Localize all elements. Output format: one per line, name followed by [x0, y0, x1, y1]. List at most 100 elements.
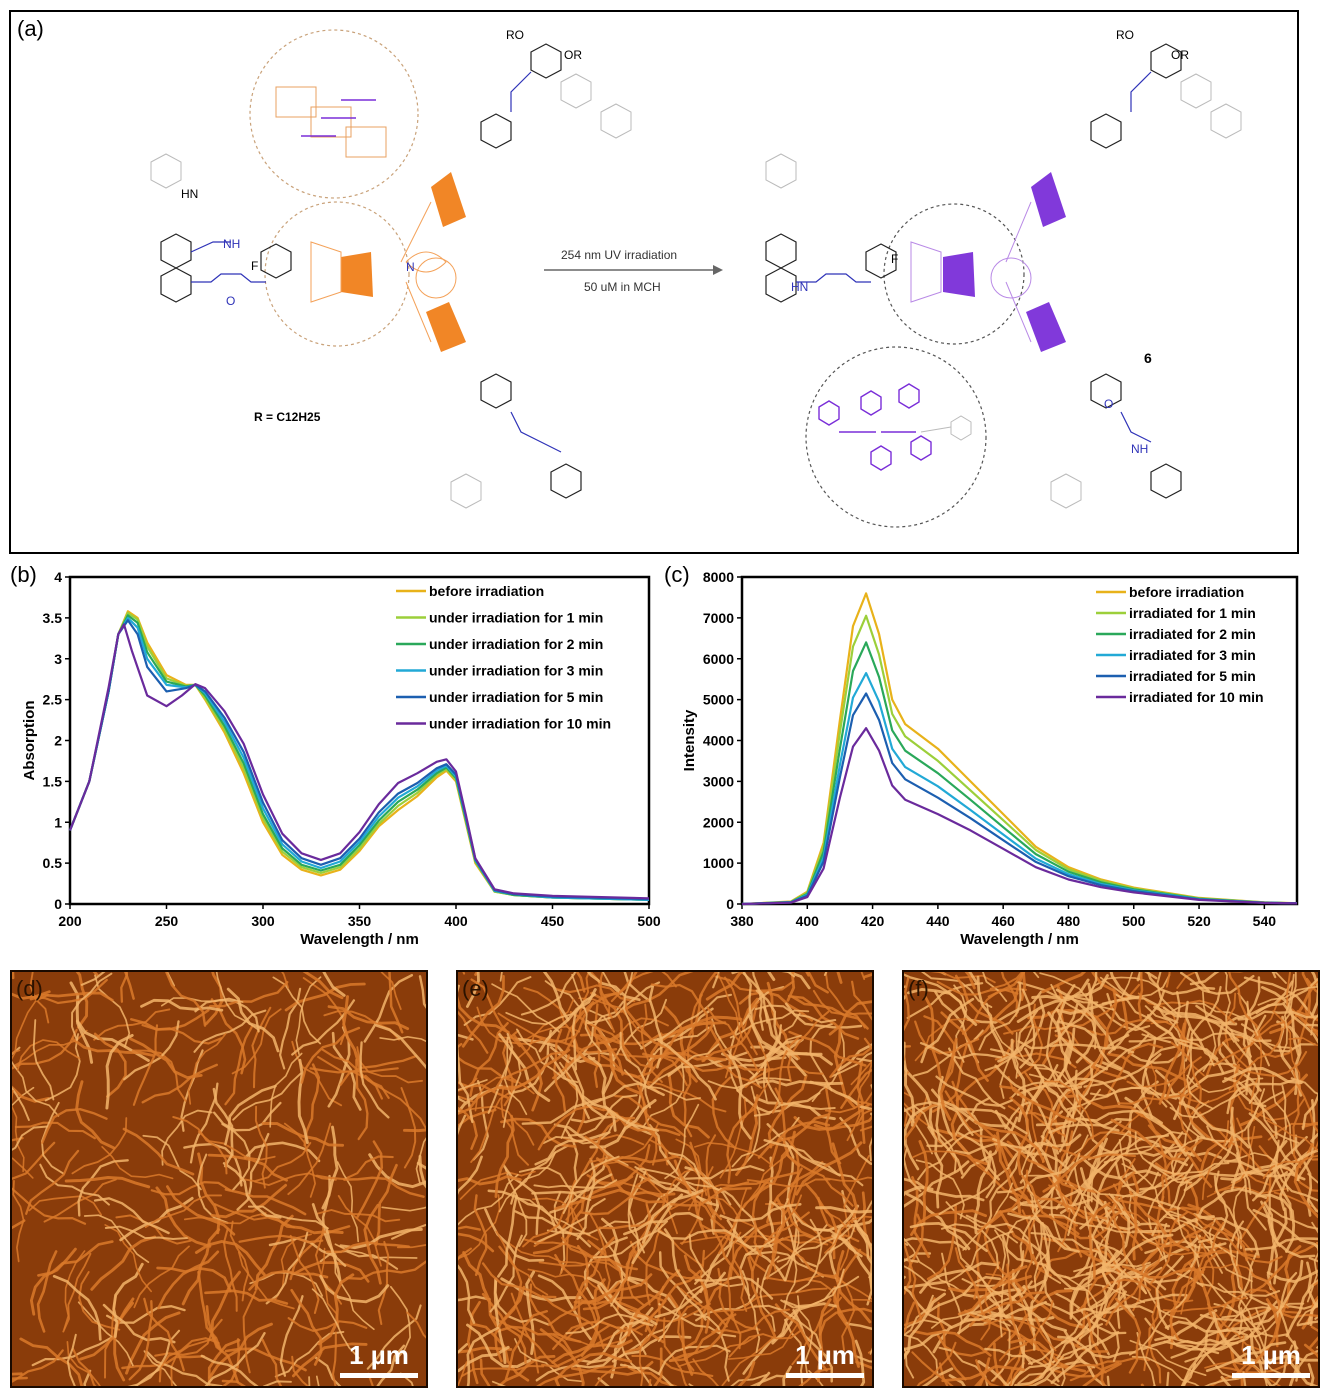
x-tick-label: 450 [541, 913, 565, 929]
afm-fiber [994, 1064, 1050, 1130]
afm-fiber [549, 1053, 606, 1119]
afm-fiber [1047, 1077, 1121, 1106]
afm-fiber [987, 972, 1026, 999]
series-line [68, 611, 650, 901]
afm-fiber [935, 1096, 964, 1175]
afm-fiber [919, 1041, 1003, 1060]
afm-fiber [32, 1019, 55, 1101]
afm-fiber [904, 1265, 947, 1292]
afm-fiber [1058, 1069, 1079, 1153]
legend-label: before irradiation [429, 583, 544, 599]
afm-fiber [1309, 1241, 1318, 1327]
afm-fiber [380, 972, 402, 1010]
afm-fiber [669, 1181, 750, 1211]
afm-fiber [1042, 1134, 1108, 1193]
afm-fiber [719, 1098, 747, 1179]
afm-fiber [724, 1000, 760, 1079]
scale-bar: 1 µm [786, 1340, 864, 1378]
afm-fiber [520, 972, 577, 1016]
afm-fiber [1106, 1247, 1123, 1329]
afm-fiber [542, 972, 570, 1022]
afm-fiber [954, 1247, 992, 1325]
afm-fiber [663, 1228, 703, 1304]
afm-fiber [72, 1348, 97, 1386]
afm-fiber [1240, 1307, 1286, 1377]
afm-fiber [1252, 1208, 1318, 1250]
afm-fiber [642, 1051, 727, 1062]
afm-fiber [494, 1114, 515, 1198]
afm-fiber [406, 1311, 426, 1339]
arrow-condition-top: 254 nm UV irradiation [561, 248, 678, 262]
scale-bar-line [1232, 1373, 1310, 1378]
afm-fiber [458, 1264, 476, 1324]
afm-fiber [657, 1344, 731, 1375]
series-line [741, 727, 1298, 906]
series-line [68, 610, 650, 901]
legend-label: under irradiation for 10 min [429, 716, 611, 732]
afm-fiber [746, 1178, 831, 1188]
afm-fiber [552, 1320, 627, 1351]
afm-texture [904, 972, 1318, 1386]
afm-fiber [311, 1203, 342, 1284]
series-line [741, 671, 1298, 906]
afm-fiber [571, 973, 602, 1053]
afm-fiber [1286, 972, 1291, 1009]
r-group-definition: R = C12H25 [254, 410, 321, 424]
afm-fiber [1140, 1036, 1157, 1120]
afm-fiber [1163, 1062, 1237, 1098]
afm-fiber [571, 993, 597, 1071]
afm-fiber [498, 1151, 557, 1213]
afm-fiber [599, 972, 613, 1019]
afm-fiber [927, 1125, 944, 1209]
afm-fiber [291, 1355, 310, 1386]
afm-fiber [1048, 1117, 1132, 1134]
afm-fiber [764, 1240, 839, 1278]
legend-label: irradiated for 10 min [1129, 689, 1264, 705]
afm-fiber [16, 1039, 81, 1072]
afm-fiber [287, 1122, 332, 1196]
x-tick-label: 540 [1253, 913, 1277, 929]
afm-fiber [29, 1247, 77, 1316]
afm-fiber [641, 1189, 704, 1244]
x-tick-label: 200 [58, 913, 82, 929]
afm-fiber [1288, 1037, 1318, 1047]
afm-fiber [212, 1087, 234, 1168]
afm-fiber [798, 1367, 832, 1386]
afm-fiber [75, 1080, 116, 1150]
afm-fiber [391, 1223, 426, 1240]
afm-fiber [584, 1135, 655, 1186]
afm-fiber [143, 1297, 185, 1372]
afm-fiber [531, 1173, 613, 1195]
afm-fiber [1237, 1252, 1258, 1335]
afm-fiber [1082, 1361, 1120, 1386]
afm-fiber [1230, 1349, 1244, 1386]
afm-fiber [43, 1178, 117, 1223]
afm-fiber [1280, 973, 1295, 1058]
afm-fiber [1208, 1218, 1253, 1283]
chem-fragment: RO [506, 28, 524, 42]
afm-fiber [653, 1347, 663, 1386]
y-tick-label: 4 [54, 569, 62, 585]
afm-fiber [515, 1037, 596, 1063]
afm-fiber [1106, 1042, 1164, 1098]
afm-fiber [594, 1365, 628, 1386]
afm-fiber [238, 1234, 324, 1244]
afm-fiber [905, 1192, 971, 1251]
afm-fiber [458, 995, 510, 1034]
afm-fiber [642, 1061, 685, 1128]
afm-fiber [458, 1010, 489, 1054]
afm-fiber [123, 972, 135, 1000]
afm-fiber [1088, 1201, 1111, 1280]
afm-fiber [1263, 1201, 1316, 1259]
afm-image-f: (f) 1 µm [902, 970, 1320, 1388]
afm-fiber [587, 1055, 617, 1132]
afm-fiber [904, 1239, 923, 1321]
afm-fiber [1064, 1275, 1099, 1346]
afm-fiber [1110, 1131, 1187, 1162]
afm-fiber [835, 1250, 872, 1324]
legend-label: before irradiation [1129, 584, 1244, 600]
afm-fiber [593, 1180, 673, 1208]
afm-fiber [839, 1116, 872, 1166]
afm-fiber [229, 1220, 250, 1302]
compound-number: 6 [1144, 350, 1152, 366]
